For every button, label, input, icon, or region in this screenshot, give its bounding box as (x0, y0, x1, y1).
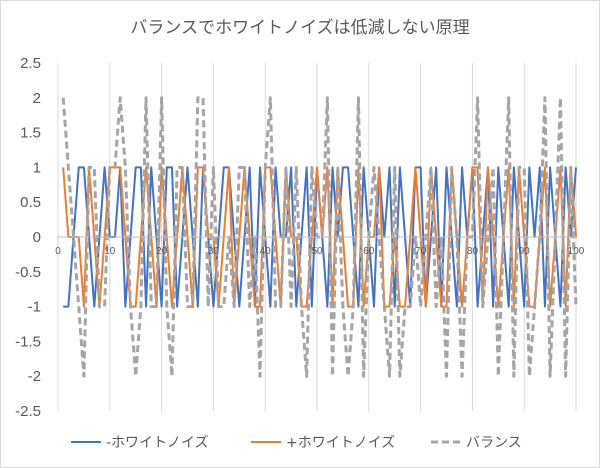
legend-label-2: バランス (466, 435, 522, 451)
y-tick-label: 0.5 (20, 194, 41, 211)
x-axis: 0 10 20 30 40 50 60 70 80 90 100 (55, 236, 585, 257)
x-tick-label: 10 (104, 246, 116, 257)
y-tick-label: 1.5 (20, 125, 41, 142)
y-tick-label: -2 (28, 368, 41, 385)
y-tick-label: -1.5 (15, 333, 41, 350)
x-tick-label: 60 (363, 246, 375, 257)
x-tick-label: 40 (260, 246, 272, 257)
y-tick-label: -1 (28, 299, 41, 316)
x-tick-label: 80 (467, 246, 479, 257)
y-axis-ticks: 2.5 2 1.5 1 0.5 0 -0.5 -1 -1.5 -2 -2.5 (15, 55, 41, 420)
x-tick-label: 70 (415, 246, 427, 257)
legend-label-1: +ホワイトノイズ (286, 435, 395, 451)
chart-title: バランスでホワイトノイズは低減しない原理 (130, 18, 469, 38)
legend: -ホワイトノイズ +ホワイトノイズ バランス (71, 435, 522, 451)
y-tick-label: 0 (33, 229, 41, 246)
x-tick-label: 90 (519, 246, 531, 257)
x-tick-label: 50 (311, 246, 323, 257)
y-tick-label: 1 (33, 159, 41, 176)
x-tick-label: 20 (156, 246, 168, 257)
y-tick-label: 2.5 (20, 55, 41, 72)
y-tick-label: -2.5 (15, 403, 41, 420)
legend-label-0: -ホワイトノイズ (106, 435, 209, 451)
x-tick-label: 30 (208, 246, 220, 257)
y-tick-label: 2 (33, 90, 41, 107)
y-tick-label: -0.5 (15, 264, 41, 281)
x-tick-label: 0 (55, 246, 61, 257)
x-tick-label: 100 (568, 246, 585, 257)
